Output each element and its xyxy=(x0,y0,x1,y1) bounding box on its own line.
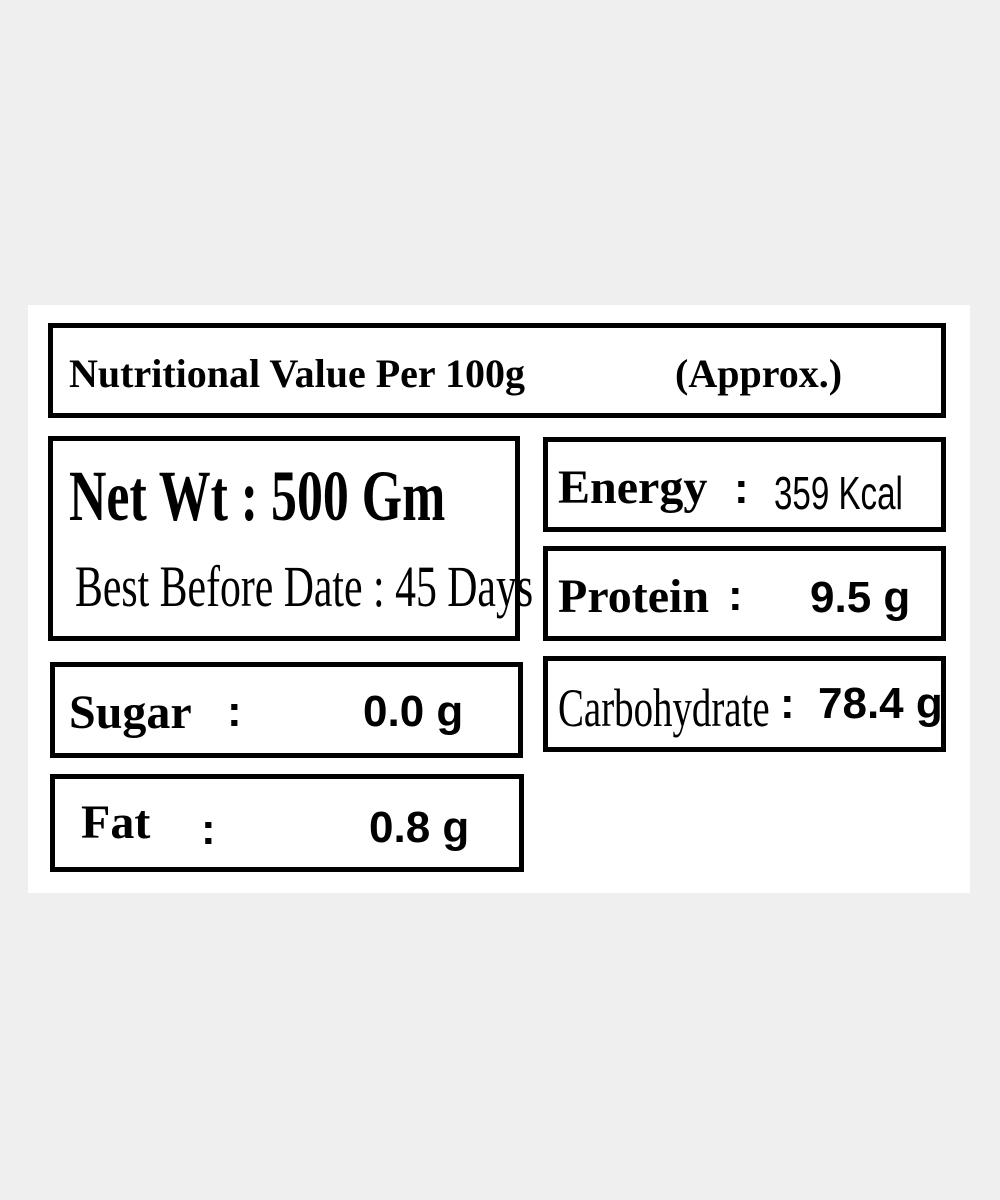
nutrient-label: Protein xyxy=(558,570,710,623)
title-note: (Approx.) xyxy=(675,351,843,396)
net-weight-separator: : xyxy=(240,456,259,536)
nutrient-label: Carbohydrate xyxy=(558,678,770,738)
nutrient-value: 359 Kcal xyxy=(774,467,903,519)
weight-box: Net Wt : 500 Gm Best Before Date : 45 Da… xyxy=(48,436,533,641)
nutrient-box: Energy : 359 Kcal xyxy=(543,437,946,532)
nutrient-box: Sugar : 0.0 g xyxy=(50,662,523,758)
nutrient-separator: : xyxy=(227,687,242,736)
nutrient-value: 9.5 g xyxy=(810,573,911,622)
best-before: Best Before Date : 45 Days xyxy=(75,553,533,620)
nutrient-box: Carbohydrate : 78.4 g xyxy=(543,656,946,752)
best-before-label: Best Before Date xyxy=(75,554,363,619)
nutrient-label: Fat xyxy=(81,796,151,849)
nutrient-separator: : xyxy=(728,571,743,620)
nutrient-value: 78.4 g xyxy=(818,679,943,728)
nutrient-value: 0.0 g xyxy=(363,687,464,736)
nutrient-value: 0.8 g xyxy=(369,803,470,852)
nutrient-separator: : xyxy=(201,805,216,854)
best-before-value: 45 Days xyxy=(395,554,534,619)
nutrient-separator: : xyxy=(780,679,795,728)
nutrient-label: Sugar xyxy=(69,686,192,739)
title: Nutritional Value Per 100g xyxy=(69,351,525,396)
best-before-separator: : xyxy=(373,554,385,619)
nutrient-box: Fat : 0.8 g xyxy=(50,774,524,872)
net-weight-label: Net Wt xyxy=(69,456,228,536)
nutrient-box: Protein : 9.5 g xyxy=(543,546,946,641)
net-weight-value: 500 Gm xyxy=(271,456,446,536)
net-weight: Net Wt : 500 Gm xyxy=(69,455,445,538)
nutrient-label: Energy xyxy=(558,461,708,514)
title-box: Nutritional Value Per 100g (Approx.) xyxy=(48,323,946,418)
nutrient-separator: : xyxy=(734,464,749,513)
